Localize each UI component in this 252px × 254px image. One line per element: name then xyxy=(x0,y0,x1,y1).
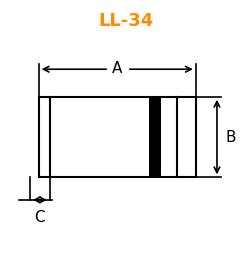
Text: A: A xyxy=(112,61,122,76)
Bar xyxy=(39,97,196,177)
Bar xyxy=(149,97,161,177)
Text: B: B xyxy=(226,130,236,145)
Text: LL-34: LL-34 xyxy=(98,12,154,30)
Text: C: C xyxy=(35,210,45,225)
